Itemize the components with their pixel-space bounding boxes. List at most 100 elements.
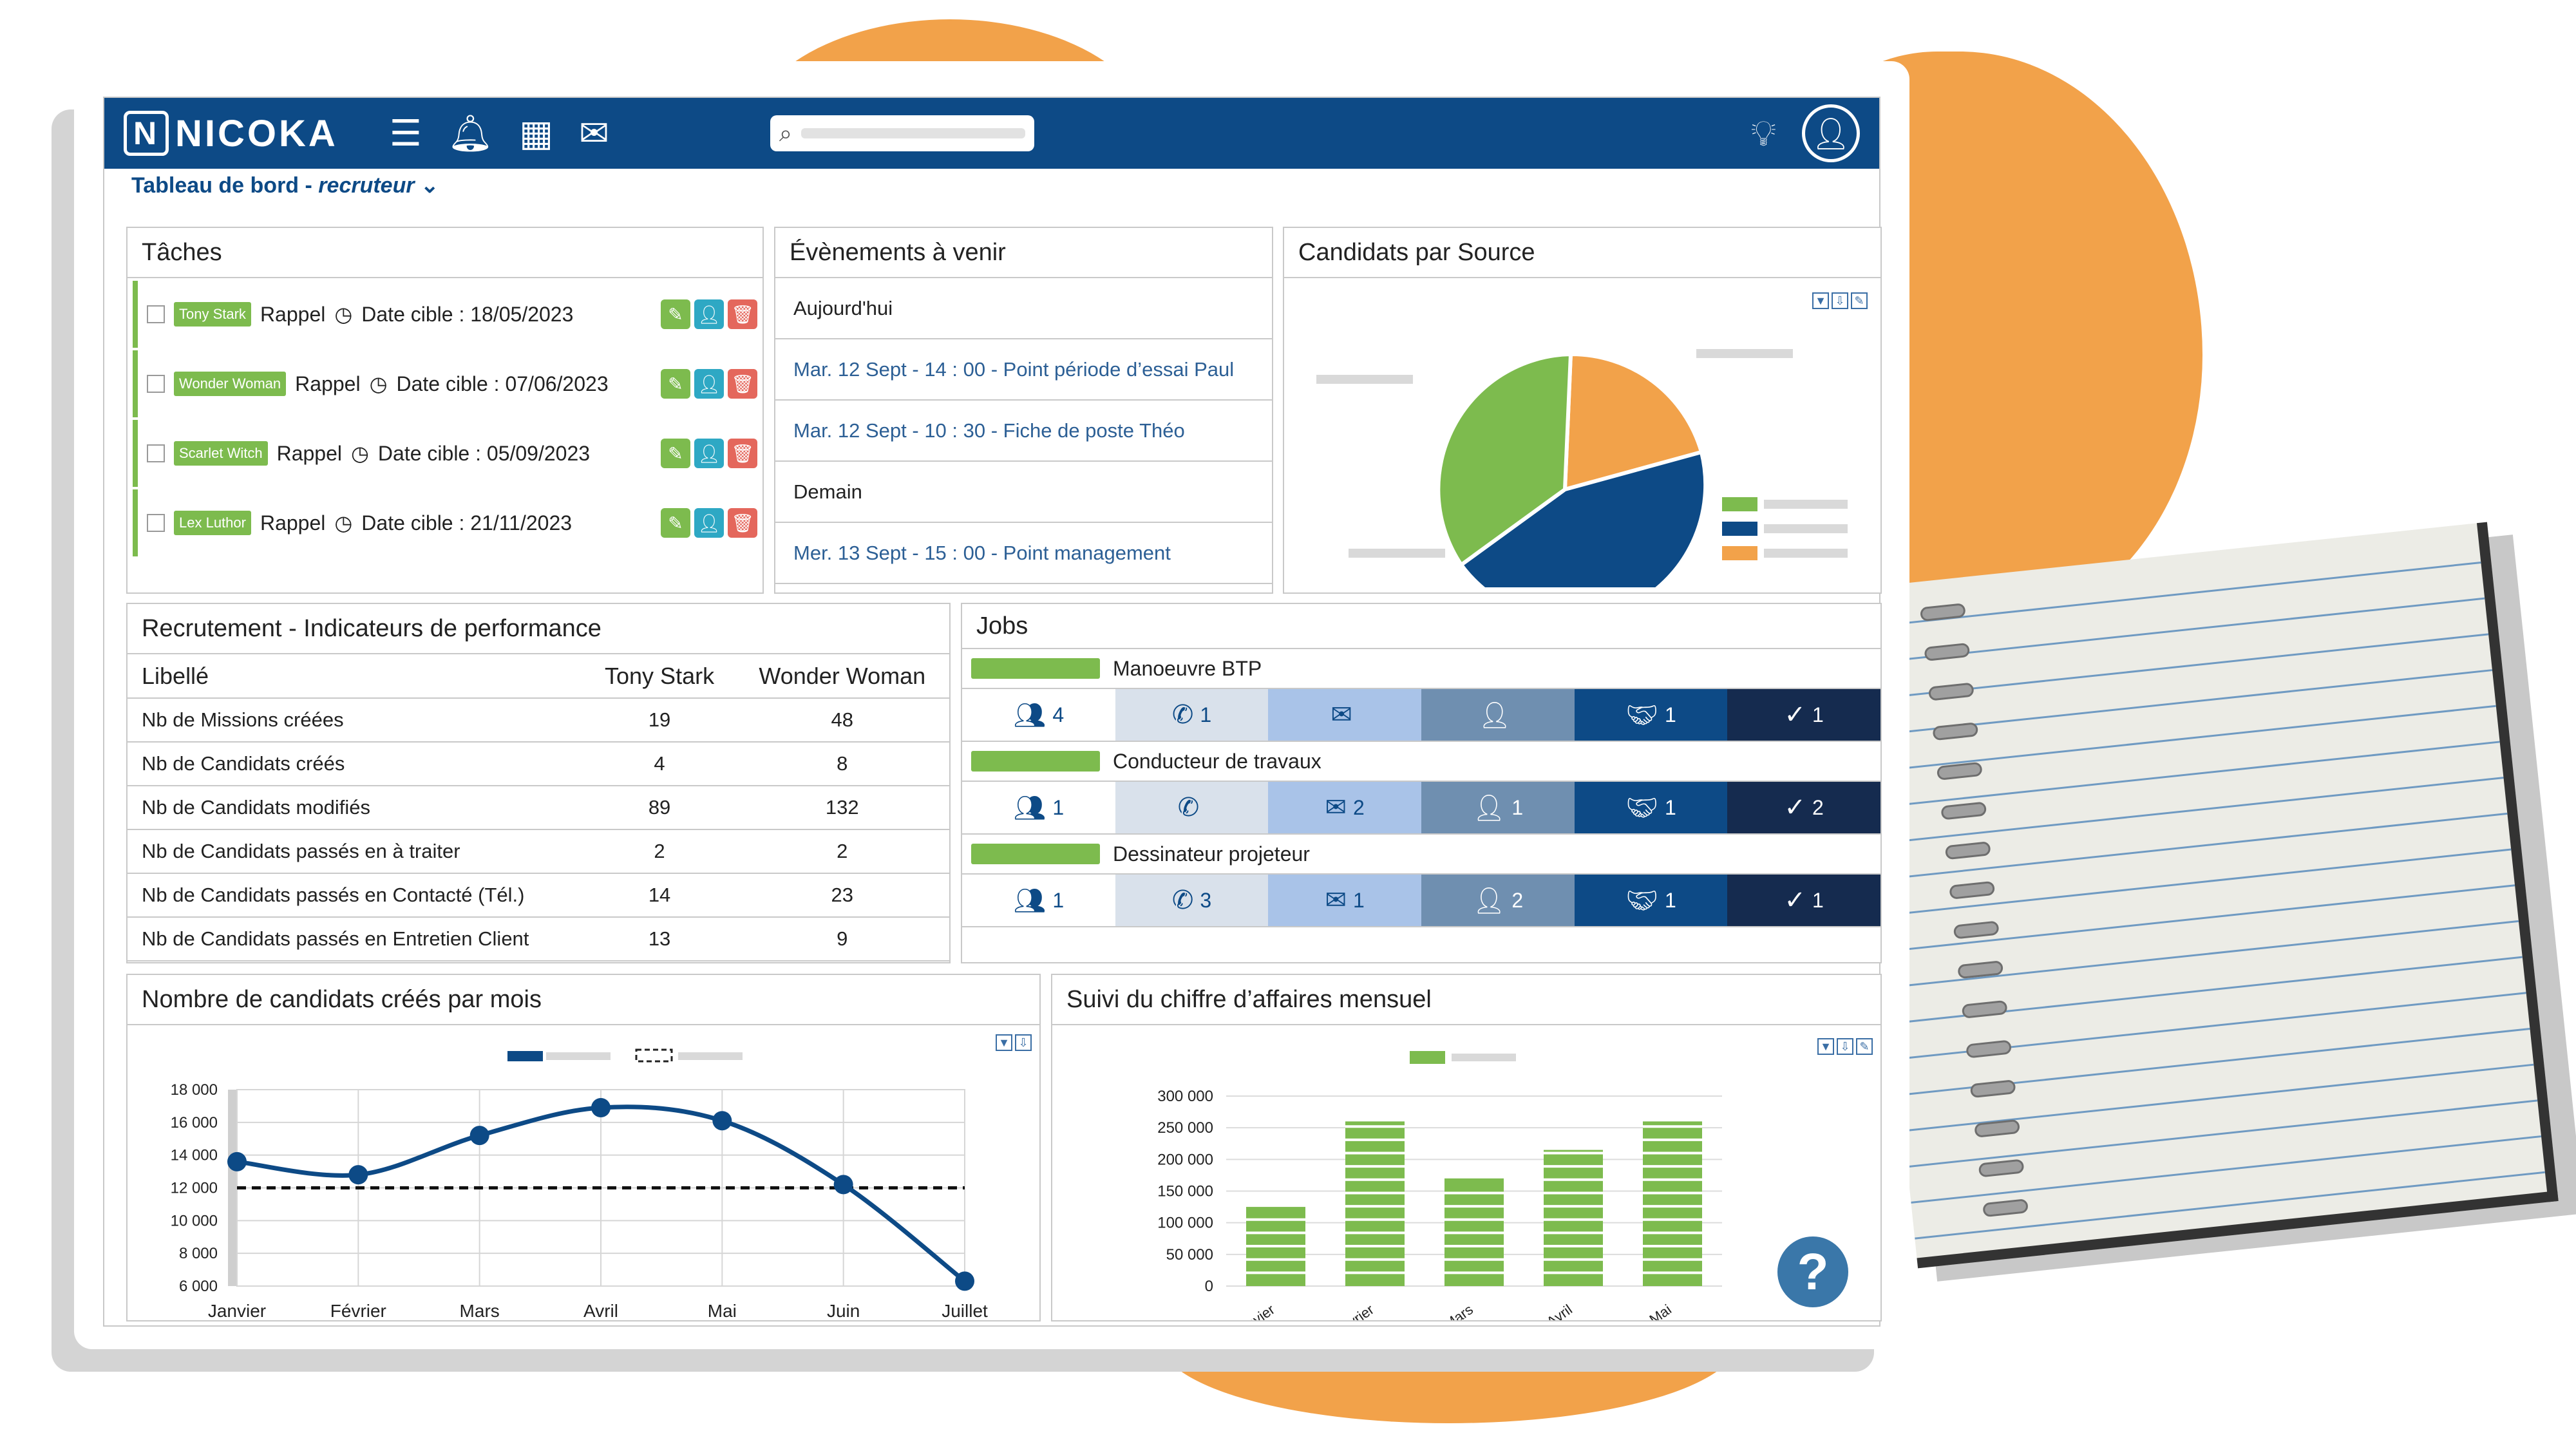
bar[interactable] <box>1643 1121 1702 1286</box>
kpi-row: Nb de Missions créées 19 48 <box>128 698 949 743</box>
task-checkbox[interactable] <box>147 375 165 393</box>
mail-icon[interactable]: ✉ <box>579 113 609 153</box>
trash-icon[interactable]: 🗑︎ <box>728 299 757 329</box>
job-stage-cell[interactable]: ✆ <box>1115 782 1269 833</box>
kpi-value: 132 <box>735 786 949 830</box>
edit-icon[interactable]: ✎ <box>661 508 690 538</box>
job-stage-cell[interactable]: ✉ 1 <box>1268 875 1422 926</box>
task-row[interactable]: Scarlet Witch Rappel ◷ Date cible : 05/09/2… <box>133 420 757 487</box>
data-point[interactable] <box>227 1151 247 1171</box>
job-stage-cell[interactable]: 👤︎ 2 <box>1421 875 1575 926</box>
kpi-value: 2 <box>735 829 949 874</box>
kpi-value: 8 <box>735 742 949 786</box>
search-input[interactable]: ⌕ <box>770 115 1034 151</box>
edit-icon[interactable]: ✎ <box>1851 292 1868 309</box>
task-checkbox[interactable] <box>147 305 165 323</box>
task-row[interactable]: Lex Luthor Rappel ◷ Date cible : 21/11/2023… <box>133 489 757 556</box>
job-stage-cell[interactable]: 👤︎ <box>1421 689 1575 741</box>
job-stage-cell[interactable]: ✉ 2 <box>1268 782 1422 833</box>
job-stage-cell[interactable]: 👥︎ 4 <box>962 689 1115 741</box>
user-avatar[interactable]: 👤︎ <box>1802 104 1860 162</box>
breadcrumb-separator: - <box>299 173 319 198</box>
chevron-down-icon[interactable]: ⌄ <box>421 173 439 198</box>
job-stage-cell[interactable]: 👤︎ 1 <box>1421 782 1575 833</box>
lightbulb-icon[interactable]: 💡︎ <box>1750 112 1776 153</box>
job-status-bar <box>971 751 1100 772</box>
job-stage-cell[interactable]: ✆ 1 <box>1115 689 1269 741</box>
edit-icon[interactable]: ✎ <box>661 439 690 468</box>
y-tick-label: 8 000 <box>179 1245 218 1262</box>
y-tick-label: 200 000 <box>1157 1151 1213 1168</box>
job-stage-cell[interactable]: 👥︎ 1 <box>962 782 1115 833</box>
trash-icon[interactable]: 🗑︎ <box>728 369 757 399</box>
job-stage-cell[interactable]: 🤝︎ 1 <box>1574 782 1728 833</box>
download-icon[interactable]: ⇩ <box>1837 1038 1853 1055</box>
data-point[interactable] <box>469 1126 489 1146</box>
search-icon: ⌕ <box>779 119 793 146</box>
tasks-list-icon[interactable]: ☰ <box>389 113 422 153</box>
event-item[interactable]: Mer. 13 Sept - 15 : 00 - Point managemen… <box>775 523 1272 584</box>
job-stage-cell[interactable]: 👥︎ 1 <box>962 875 1115 926</box>
download-icon[interactable]: ⇩ <box>1832 292 1848 309</box>
job-stage-cell[interactable]: ✆ 3 <box>1115 875 1269 926</box>
job-name[interactable]: Conducteur de travaux <box>1113 749 1321 773</box>
edit-icon[interactable]: ✎ <box>661 369 690 399</box>
pie-slice[interactable] <box>1436 352 1573 568</box>
data-point[interactable] <box>955 1271 974 1291</box>
bar[interactable] <box>1444 1178 1504 1286</box>
user-icon[interactable]: 👤︎ <box>694 508 724 538</box>
task-assignee-tag: Lex Luthor <box>174 511 251 535</box>
task-actions: ✎ 👤︎ 🗑︎ <box>661 369 757 399</box>
bar[interactable] <box>1246 1207 1305 1286</box>
calendar-icon[interactable]: ▦ <box>519 113 553 153</box>
kpi-label: Nb de Missions créées <box>128 698 584 743</box>
kpi-value: 23 <box>735 873 949 918</box>
bar[interactable] <box>1345 1121 1405 1286</box>
job-stage-cell[interactable]: ✉ <box>1268 689 1422 741</box>
filter-icon[interactable]: ▼ <box>996 1034 1012 1051</box>
user-icon[interactable]: 👤︎ <box>694 299 724 329</box>
breadcrumb-title[interactable]: Tableau de bord <box>131 173 299 198</box>
bar[interactable] <box>1544 1150 1603 1286</box>
job-stage-cell[interactable]: ✓ 1 <box>1727 875 1881 926</box>
filter-icon[interactable]: ▼ <box>1812 292 1829 309</box>
trash-icon[interactable]: 🗑︎ <box>728 508 757 538</box>
job-name[interactable]: Dessinateur projeteur <box>1113 842 1310 866</box>
kpi-table: Libellé Tony Stark Wonder Woman Nb de Mi… <box>128 654 949 961</box>
user-icon[interactable]: 👤︎ <box>694 369 724 399</box>
bell-icon[interactable]: 🔔︎ <box>447 113 494 153</box>
trash-icon[interactable]: 🗑︎ <box>728 439 757 468</box>
task-row[interactable]: Tony Stark Rappel ◷ Date cible : 18/05/2023… <box>133 281 757 348</box>
task-checkbox[interactable] <box>147 514 165 532</box>
help-button[interactable]: ? <box>1777 1236 1848 1307</box>
data-point[interactable] <box>591 1097 611 1117</box>
event-item[interactable]: Mar. 12 Sept - 10 : 30 - Fiche de poste … <box>775 401 1272 462</box>
y-tick-label: 18 000 <box>171 1081 218 1099</box>
x-tick-label: Avril <box>1544 1302 1575 1320</box>
event-item[interactable]: Mar. 12 Sept - 14 : 00 - Point période d… <box>775 339 1272 401</box>
y-tick-label: 100 000 <box>1157 1215 1213 1232</box>
job-stage-cell[interactable]: ✓ 2 <box>1727 782 1881 833</box>
brand-logo[interactable]: N NICOKA <box>124 111 338 156</box>
edit-icon[interactable]: ✎ <box>1856 1038 1873 1055</box>
data-point[interactable] <box>833 1175 853 1195</box>
job-name[interactable]: Manoeuvre BTP <box>1113 656 1262 680</box>
download-icon[interactable]: ⇩ <box>1015 1034 1032 1051</box>
job-stage-count: 3 <box>1200 888 1212 912</box>
job-stage-count: 1 <box>1812 888 1824 912</box>
data-point[interactable] <box>712 1111 732 1131</box>
user-icon[interactable]: 👤︎ <box>694 439 724 468</box>
task-checkbox[interactable] <box>147 444 165 462</box>
events-title: Évènements à venir <box>775 228 1272 278</box>
edit-icon[interactable]: ✎ <box>661 299 690 329</box>
filter-icon[interactable]: ▼ <box>1817 1038 1834 1055</box>
job-stage-cell[interactable]: 🤝︎ 1 <box>1574 689 1728 741</box>
job-stage-cell[interactable]: 🤝︎ 1 <box>1574 875 1728 926</box>
job-stage-cell[interactable]: ✓ 1 <box>1727 689 1881 741</box>
task-row[interactable]: Wonder Woman Rappel ◷ Date cible : 07/06/20… <box>133 350 757 417</box>
job-stage-count: 1 <box>1353 888 1365 912</box>
dashboard-app: N NICOKA ☰ 🔔︎ ▦ ✉ ⌕ 💡︎ 👤︎ Tableau de bor… <box>103 97 1882 1341</box>
pie-slice[interactable] <box>1562 352 1704 492</box>
role-selector[interactable]: recruteur <box>318 173 415 198</box>
data-point[interactable] <box>348 1165 368 1185</box>
